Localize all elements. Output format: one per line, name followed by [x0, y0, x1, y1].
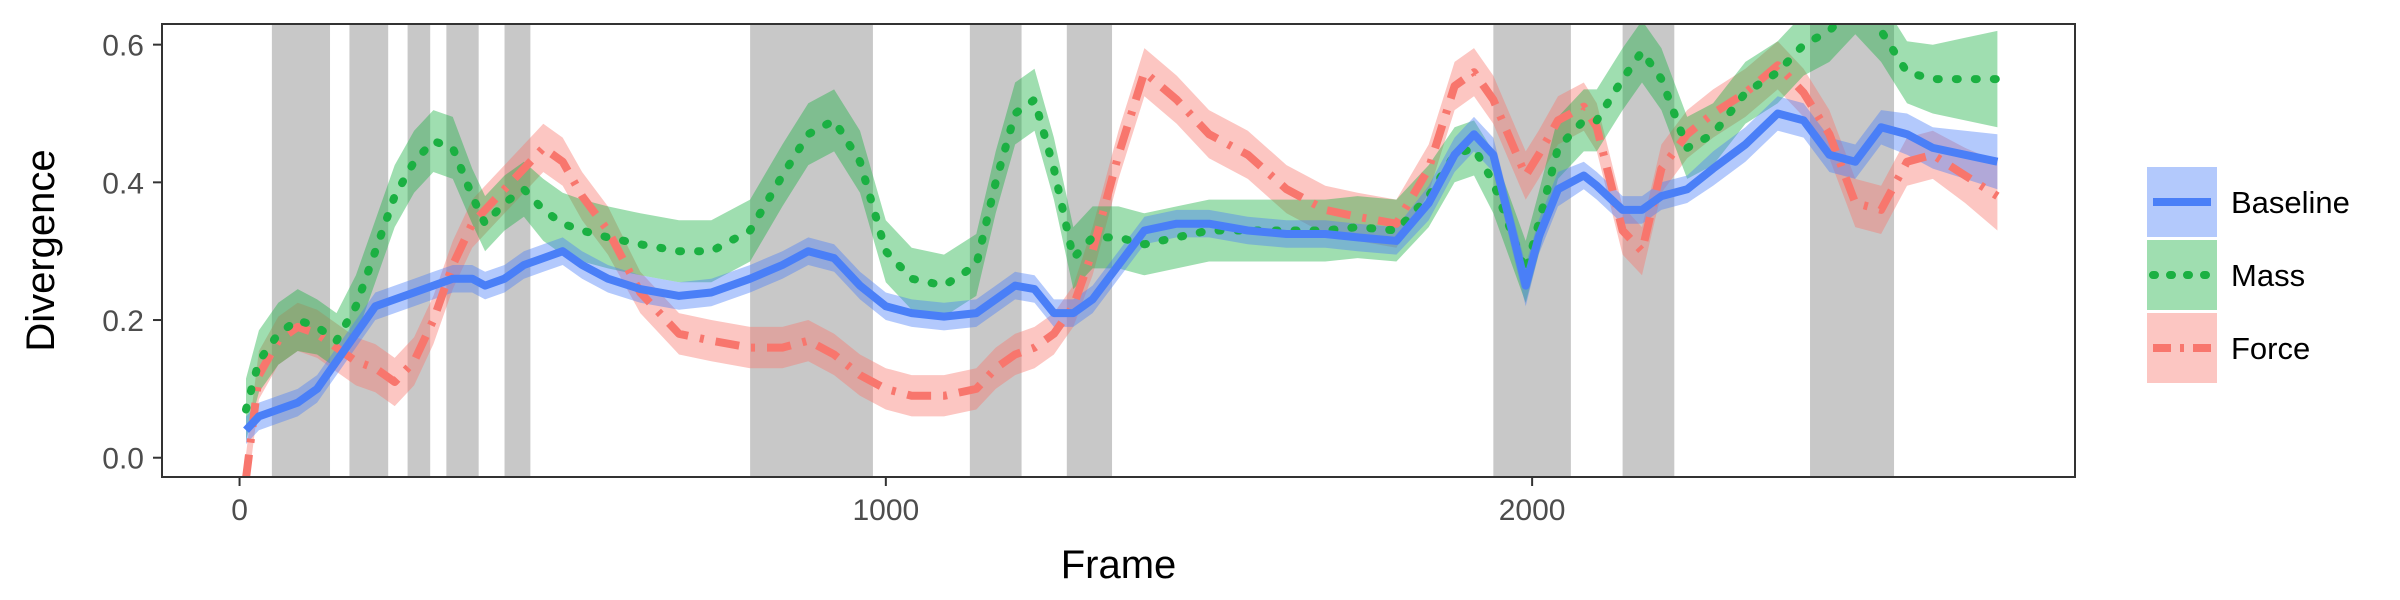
- shaded-interval-8: [1066, 24, 1113, 477]
- series-line-baseline: [243, 109, 1999, 433]
- panel-border: [161, 23, 2076, 478]
- x-tick-label: 1000: [852, 494, 919, 527]
- shaded-interval-11: [1810, 24, 1895, 477]
- ribbon-baseline: [246, 96, 1998, 445]
- legend-label: Force: [2231, 331, 2310, 366]
- x-axis-title: Frame: [1061, 543, 1177, 587]
- y-tick-label: 0.0: [102, 443, 144, 476]
- series-line-force: [242, 61, 2000, 477]
- x-tick-label: 0: [231, 494, 248, 527]
- ribbon-force: [246, 41, 1998, 477]
- x-tick-label: 2000: [1499, 494, 1566, 527]
- y-axis-title: Divergence: [19, 149, 63, 351]
- panel-background: [162, 24, 2075, 477]
- y-tick-label: 0.4: [102, 167, 144, 200]
- x-axis: 0 1000 2000: [231, 477, 1565, 527]
- shaded-interval-2: [349, 24, 389, 477]
- legend: Baseline Mass Force: [2147, 167, 2350, 383]
- legend-label: Mass: [2231, 258, 2305, 293]
- series-line-mass: [242, 24, 2002, 414]
- y-axis: 0.0 0.2 0.4 0.6: [102, 30, 162, 476]
- plot-area: [161, 23, 2076, 478]
- shaded-interval-5: [504, 24, 531, 477]
- ribbon-mass: [246, 24, 1998, 441]
- shaded-interval-3: [407, 24, 431, 477]
- shaded-interval-7: [969, 24, 1022, 477]
- legend-label: Baseline: [2231, 185, 2350, 220]
- y-tick-label: 0.2: [102, 305, 144, 338]
- y-tick-label: 0.6: [102, 30, 144, 63]
